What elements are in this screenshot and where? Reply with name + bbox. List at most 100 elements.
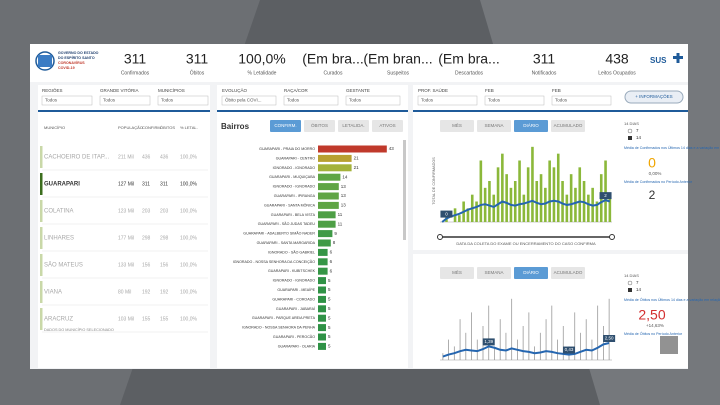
radio-label: 14 — [636, 287, 642, 292]
bar — [595, 201, 599, 222]
filter-value: Todos — [555, 98, 568, 103]
filter-dropdown[interactable] — [157, 95, 209, 106]
bar — [545, 319, 547, 360]
bar — [318, 342, 326, 350]
tab[interactable] — [338, 120, 369, 132]
bar — [501, 153, 504, 222]
info-button[interactable] — [624, 90, 684, 104]
table-cell: 203 — [142, 208, 151, 214]
filter-value: Todos — [45, 98, 58, 103]
divider — [38, 110, 210, 112]
filter-label: REGIÕES — [42, 87, 63, 93]
bar — [496, 167, 500, 222]
tab-label: MÊS — [452, 268, 462, 275]
bar — [466, 208, 470, 222]
radio-label: 7 — [636, 128, 639, 133]
checkbox[interactable] — [628, 136, 632, 140]
data-label: 13 — [341, 184, 347, 189]
logo-text: GOVERNO DO ESTADO — [58, 51, 99, 55]
filter-dropdown[interactable] — [345, 95, 401, 106]
filter-value: Todos — [421, 98, 434, 103]
scrollbar[interactable] — [403, 140, 406, 240]
slider-handle[interactable] — [437, 234, 443, 240]
bar — [318, 154, 352, 162]
point-label: 0,43 — [565, 347, 574, 352]
filter-dropdown[interactable] — [283, 95, 339, 106]
bar-label: GUARAPARI - SANTA MÔNICA — [264, 202, 316, 207]
bar-label: GUARAPARI - ADALBERTO SIMÃO NADER — [243, 231, 315, 236]
tab-label: CONFIRM. — [274, 123, 296, 128]
side-value: 2 — [649, 188, 656, 202]
bar-label: GUARAPARI - PARQUE AREIA PRETA — [252, 316, 316, 320]
filter-dropdown[interactable] — [417, 95, 478, 106]
x-axis-label: DATA DA COLETA DO EXAME OU ENCERRAMENTO … — [456, 241, 596, 246]
tab[interactable] — [551, 120, 585, 132]
data-label: 6 — [330, 259, 333, 264]
tab[interactable] — [270, 120, 301, 132]
info-button-text: + INFORMAÇÕES — [635, 93, 672, 99]
bar-label: GUARAPARI - OLARIA — [278, 344, 316, 348]
point-label-box — [440, 210, 453, 218]
tab[interactable] — [440, 267, 474, 279]
middle-panel — [217, 85, 408, 368]
checkbox[interactable] — [628, 288, 632, 292]
bar — [608, 298, 610, 360]
table-cell: 211 Mil — [118, 154, 134, 160]
bar — [505, 332, 507, 360]
filter-label: GRANDE VITÓRIA — [100, 87, 139, 93]
row-marker — [40, 227, 43, 249]
tab[interactable] — [514, 120, 548, 132]
bar-label: GUARAPARI - SÃO JUDAS TADEU — [258, 221, 316, 226]
table-cell: 127 Mil — [118, 181, 134, 187]
filter-dropdown[interactable] — [99, 95, 151, 106]
bar — [580, 332, 581, 360]
side-caption: 14 DIAS — [624, 273, 639, 278]
kpi-label: Curados — [324, 70, 343, 76]
bar — [544, 187, 547, 222]
kpi-value: 100,0% — [238, 51, 285, 67]
column-header: ÓBITOS — [160, 125, 175, 130]
tab[interactable] — [372, 120, 403, 132]
data-label: 5 — [328, 306, 331, 311]
data-label: 11 — [338, 221, 343, 226]
bar — [476, 339, 478, 360]
data-label: 21 — [354, 165, 360, 170]
bar — [574, 187, 577, 222]
tab-label: ACUMULADO — [554, 270, 583, 275]
bar — [492, 194, 496, 222]
bar — [318, 324, 326, 332]
tab-label: MÊS — [452, 121, 462, 128]
bar — [511, 298, 513, 360]
tab[interactable] — [477, 267, 511, 279]
filter-dropdown[interactable] — [551, 95, 612, 106]
radio[interactable] — [627, 280, 633, 286]
line-series — [441, 199, 611, 223]
filter-dropdown[interactable] — [221, 95, 277, 106]
line-series — [442, 342, 610, 358]
data-label: 21 — [354, 156, 360, 161]
bar — [471, 312, 472, 360]
filter-dropdown[interactable] — [484, 95, 545, 106]
data-label: 5 — [328, 278, 331, 283]
table-cell: 298 — [142, 235, 151, 241]
tab[interactable] — [551, 267, 585, 279]
bar — [608, 194, 612, 222]
data-label: 5 — [328, 334, 331, 339]
table-cell: 100,0% — [180, 289, 198, 295]
left-panel — [38, 85, 210, 368]
tab[interactable] — [304, 120, 335, 132]
tab[interactable] — [477, 120, 511, 132]
tab[interactable] — [514, 267, 548, 279]
radio[interactable] — [627, 128, 633, 134]
control-button[interactable] — [660, 336, 678, 354]
slider-handle[interactable] — [609, 234, 615, 240]
table-cell: 192 — [160, 289, 169, 295]
filter-dropdown[interactable] — [41, 95, 93, 106]
tab[interactable] — [440, 120, 474, 132]
table-cell: 436 — [142, 154, 151, 160]
bar-label: IGNORADO - IGNORADO — [273, 185, 316, 189]
bar — [318, 248, 328, 256]
kpi-label: Suspeitos — [387, 70, 409, 76]
data-label: 6 — [330, 250, 333, 255]
